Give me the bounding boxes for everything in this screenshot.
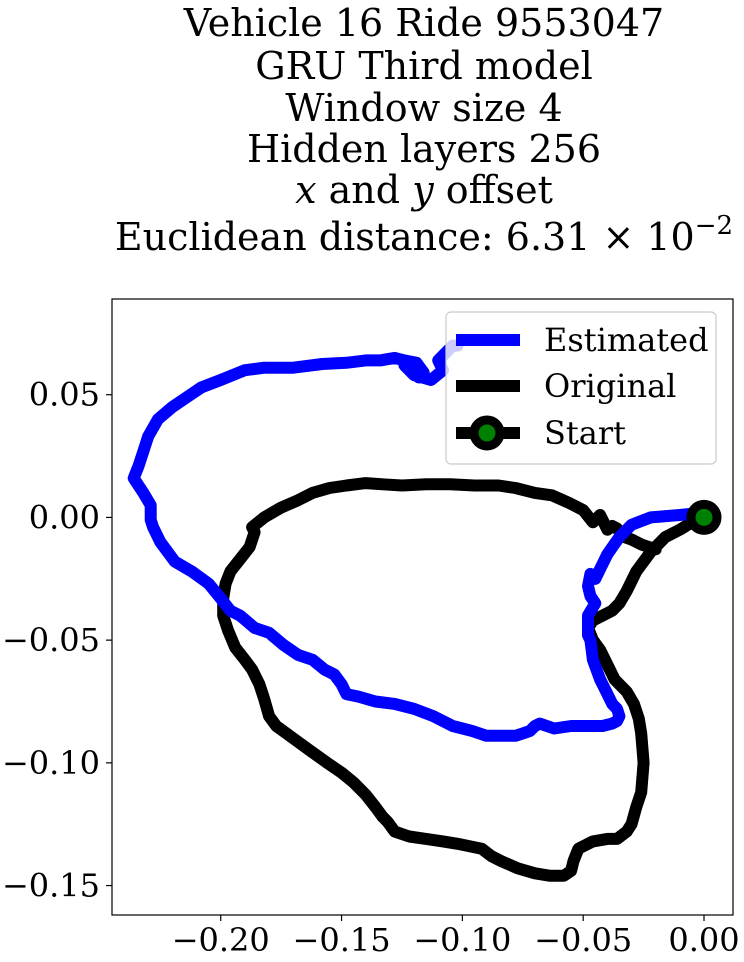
x-tick-label-3: −0.05 (534, 921, 632, 959)
x-tick-label-2: −0.10 (413, 921, 511, 959)
series-line-1 (217, 477, 710, 882)
title-x-variable: x (295, 168, 316, 212)
marker-layer (686, 499, 722, 535)
series-layer (127, 339, 710, 882)
y-tick-label-2: −0.05 (2, 621, 100, 659)
title-distance-text: Euclidean distance: 6.31 × 10 (115, 215, 695, 259)
x-axis-ticks: −0.20 −0.15 −0.10 −0.05 0.00 (172, 915, 740, 959)
x-tick-label-1: −0.15 (293, 921, 391, 959)
title-line-4: Hidden layers 256 (247, 127, 601, 171)
start-marker (686, 499, 722, 535)
legend-label-estimated: Estimated (544, 321, 709, 359)
series-line-0 (127, 339, 710, 742)
title-line-6: Euclidean distance: 6.31 × 10−2 (115, 211, 733, 259)
title-y-variable: y (410, 168, 434, 212)
y-axis-ticks: 0.05 0.00 −0.05 −0.10 −0.15 (2, 376, 112, 905)
y-tick-label-4: −0.15 (2, 867, 100, 905)
chart-title: Vehicle 16 Ride 9553047 GRU Third model … (115, 1, 733, 259)
legend-label-original: Original (544, 367, 676, 405)
x-tick-label-4: 0.00 (668, 921, 739, 959)
y-tick-label-0: 0.05 (29, 376, 100, 414)
title-line-5: x and y offset (295, 168, 553, 212)
title-line-3: Window size 4 (285, 86, 562, 130)
y-tick-label-3: −0.10 (2, 744, 100, 782)
legend-frame (445, 311, 717, 465)
y-tick-label-1: 0.00 (29, 498, 100, 536)
legend-label-start: Start (544, 414, 626, 452)
title-distance-exponent: −2 (695, 211, 733, 241)
legend: Estimated Original Start (445, 311, 717, 465)
plot-area-frame (111, 298, 734, 916)
title-and-text: and (317, 168, 413, 212)
legend-swatch-start-marker (469, 415, 505, 451)
x-tick-label-0: −0.20 (172, 921, 270, 959)
title-offset-text: offset (434, 168, 553, 212)
title-line-1: Vehicle 16 Ride 9553047 (183, 1, 664, 45)
title-line-2: GRU Third model (255, 44, 593, 88)
